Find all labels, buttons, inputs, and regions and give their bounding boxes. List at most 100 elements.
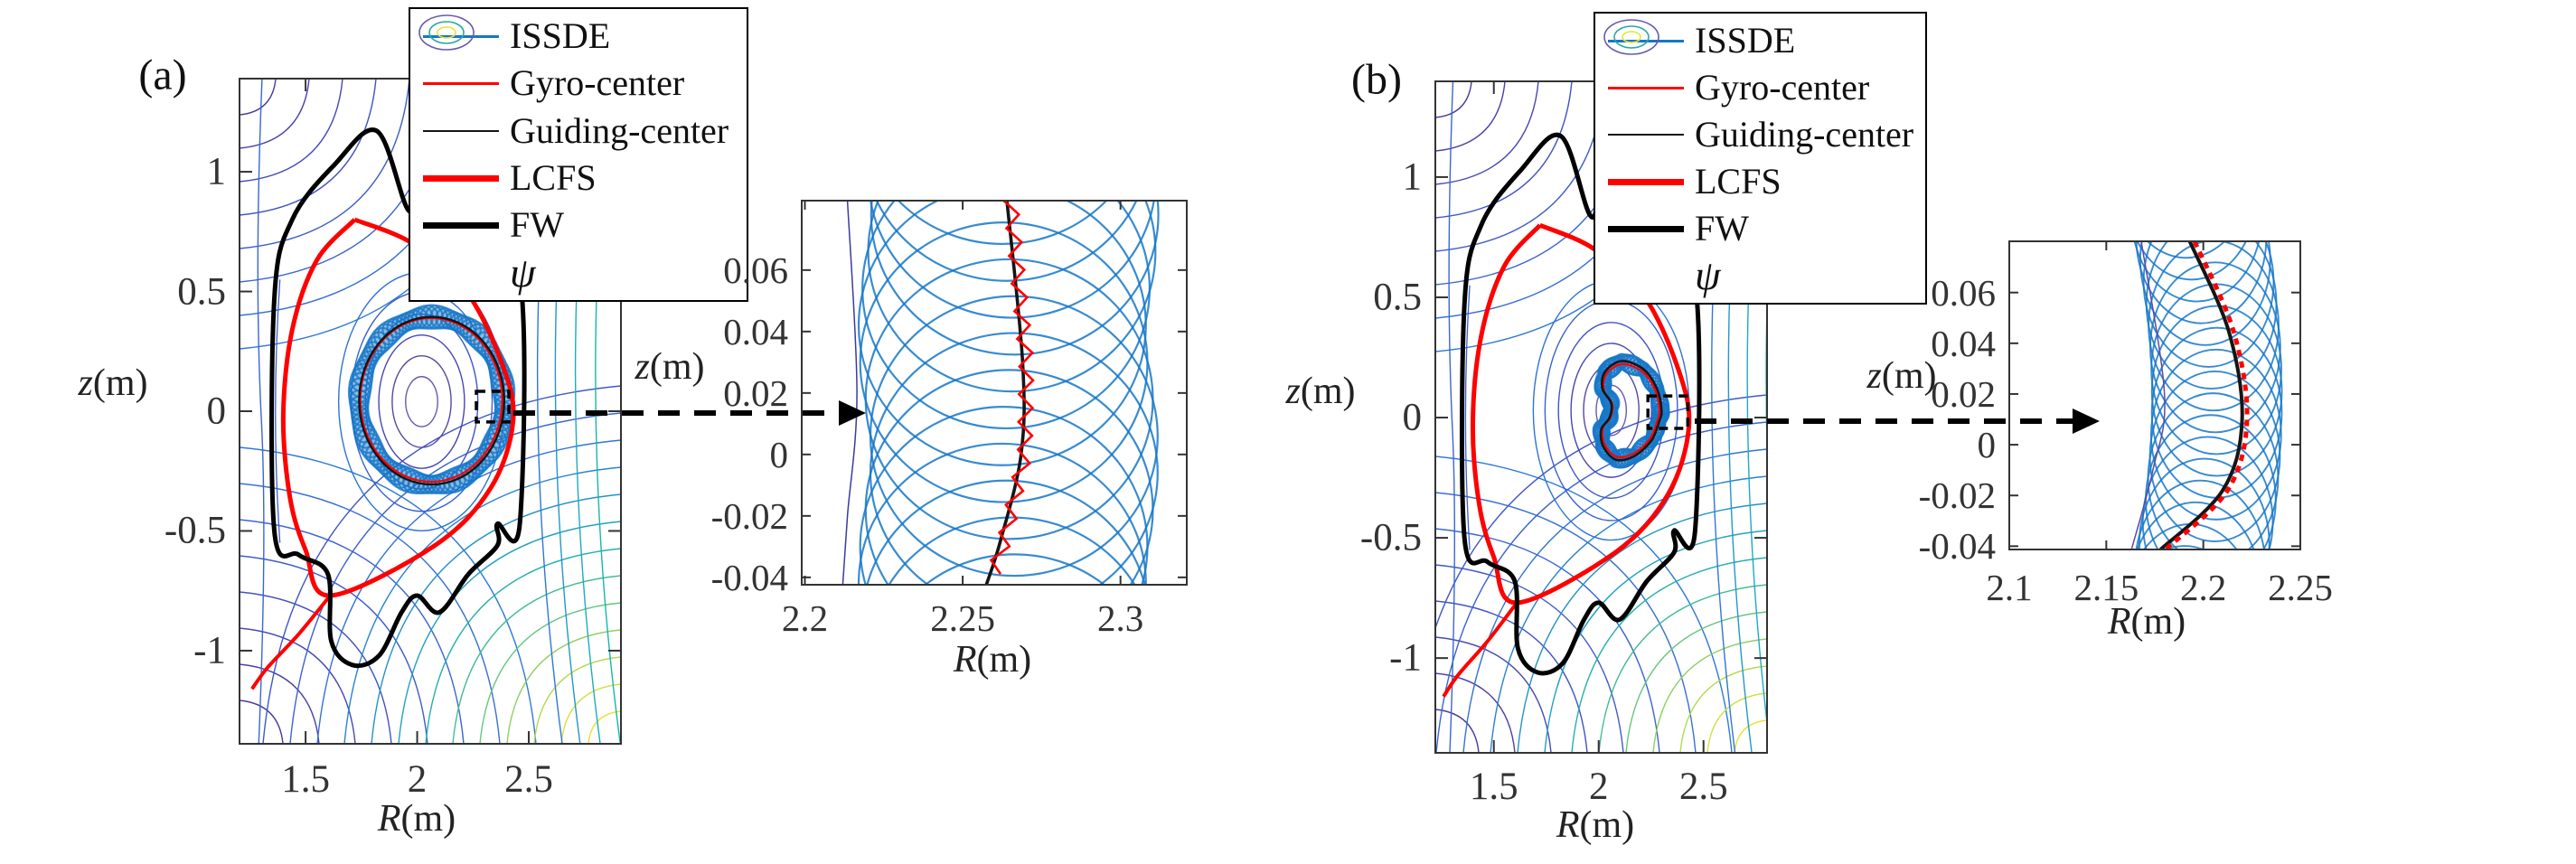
y-tick-label: -0.5: [1359, 516, 1422, 559]
legend-item-: ψ: [1603, 19, 1916, 299]
legend-line-sample: [423, 81, 499, 85]
y-axis-label-unit: (m): [1300, 371, 1356, 412]
series-fw: [1459, 132, 1702, 676]
y-tick-label: 0: [1977, 424, 1997, 466]
legend-item-lcfs: LCFS: [423, 155, 738, 202]
axes-frame-a-inset: [801, 200, 1188, 586]
legend-panel-b: ISSDE Gyro-center Guiding-center LCFS FW ψ: [1594, 12, 1927, 305]
series-gyro-center: [989, 201, 1035, 575]
y-axis-label-unit: (m): [1881, 355, 1937, 397]
y-tick-label: 1: [1402, 155, 1423, 199]
legend-line-sample: [1608, 86, 1684, 89]
y-tick-label: -0.02: [1918, 474, 1996, 517]
x-axis-label-a-inset: R(m): [954, 638, 1031, 681]
series-lcfs-divertor-leg: [1442, 601, 1518, 698]
y-tick-label: 0.06: [1931, 271, 1996, 314]
y-tick-label: 0: [769, 433, 789, 475]
legend-label: ψ: [510, 249, 536, 296]
series-fw: [269, 127, 527, 669]
y-tick-label: 0.02: [1931, 372, 1996, 415]
x-tick-label: 1.5: [281, 758, 330, 801]
x-axis-label-unit: (m): [1579, 804, 1635, 846]
x-axis-label-b-main: R(m): [1556, 803, 1634, 847]
x-tick-label: 2.5: [504, 758, 553, 801]
legend-line-sample: [1608, 39, 1684, 42]
series-gyro-center: [359, 316, 503, 484]
y-tick-label: -1: [1389, 636, 1422, 680]
series-psi-contour: [2130, 241, 2166, 549]
y-tick-label: 0: [1402, 396, 1423, 439]
x-tick-label: 2.5: [1678, 765, 1728, 808]
y-tick-label: -0.02: [710, 494, 788, 537]
panel-label-b: (b): [1351, 55, 1402, 104]
x-tick-label: 2: [1588, 765, 1609, 808]
y-tick-label: 0.5: [1373, 276, 1422, 319]
legend-label: Gyro-center: [510, 62, 685, 104]
x-axis-label-unit: (m): [2130, 601, 2186, 643]
y-axis-label-symbol: z: [1285, 371, 1301, 412]
legend-line-sample: [1608, 178, 1684, 185]
y-tick-label: 0.04: [723, 310, 788, 352]
legend-item-fw: FW: [423, 202, 738, 249]
legend-line-sample: [423, 34, 499, 38]
legend-line-sample: [423, 174, 499, 182]
legend-label: ISSDE: [1695, 20, 1796, 61]
y-axis-label-symbol: z: [1866, 355, 1882, 397]
zoom-arrow-b: [1695, 409, 2100, 434]
x-tick-label: 2.1: [1986, 567, 2033, 608]
legend-panel-a: ISSDE Gyro-center Guiding-center LCFS FW ψ: [409, 7, 748, 302]
y-tick-label: 0.5: [177, 270, 226, 314]
legend-line-sample: [1608, 225, 1684, 232]
y-axis-label-unit: (m): [92, 362, 148, 404]
y-tick-label: -0.5: [164, 509, 226, 552]
y-axis-label-b-inset: z(m): [1866, 354, 1936, 398]
x-tick-label: 1.5: [1469, 765, 1518, 808]
legend-label: LCFS: [510, 157, 597, 199]
y-tick-label: -0.04: [710, 556, 788, 598]
series-lcfs: [1470, 222, 1692, 606]
x-tick-label: 2.2: [2180, 567, 2227, 608]
y-tick-label: -1: [193, 629, 226, 672]
legend-label: Guiding-center: [510, 109, 729, 151]
series-guiding-center: [1599, 360, 1663, 462]
x-tick-label: 2.25: [2268, 567, 2333, 608]
y-tick-label: 0.02: [723, 371, 788, 414]
legend-item-issde: ISSDE: [423, 13, 738, 60]
gyro-circle-weave: [857, 201, 1160, 585]
y-axis-label-a-main: z(m): [78, 362, 147, 405]
series-guiding-center: [984, 201, 1026, 585]
x-tick-label: 2: [407, 758, 428, 801]
legend-label: FW: [1695, 208, 1749, 249]
y-axis-label-b-main: z(m): [1285, 370, 1355, 413]
series-psi-contour: [841, 201, 858, 585]
zoom-arrow-a: [513, 400, 866, 426]
legend-label: Guiding-center: [1695, 114, 1914, 155]
plot-a-inset: [841, 201, 1160, 585]
y-axis-label-symbol: z: [78, 362, 93, 404]
x-axis-label-a-main: R(m): [378, 797, 456, 841]
x-axis-label-symbol: R: [2107, 601, 2131, 643]
legend-item-gyro-center: Gyro-center: [423, 60, 738, 107]
legend-item-fw: FW: [1608, 205, 1916, 252]
legend-line-sample: [1608, 134, 1684, 136]
x-tick-label: 2.2: [781, 597, 829, 639]
x-axis-label-symbol: R: [1556, 804, 1580, 846]
x-axis-label-symbol: R: [953, 639, 977, 681]
legend-item-issde: ISSDE: [1608, 17, 1916, 64]
x-tick-label: 2.25: [930, 597, 995, 639]
y-tick-label: 0.06: [723, 249, 788, 291]
y-axis-label-unit: (m): [649, 346, 705, 388]
y-tick-label: -0.04: [1918, 525, 1996, 568]
axes-frame-b-inset: [2008, 240, 2301, 550]
legend-label: Gyro-center: [1695, 67, 1870, 108]
series-lcfs: [280, 217, 516, 598]
legend-item-lcfs: LCFS: [1608, 158, 1916, 205]
zoom-region-box-a: [475, 390, 511, 424]
series-guiding-center: [358, 315, 506, 486]
x-axis-label-b-inset: R(m): [2108, 600, 2186, 643]
series-lcfs-divertor-leg: [250, 594, 332, 690]
x-axis-label-unit: (m): [976, 639, 1032, 681]
series-gyro-center: [2164, 241, 2250, 549]
